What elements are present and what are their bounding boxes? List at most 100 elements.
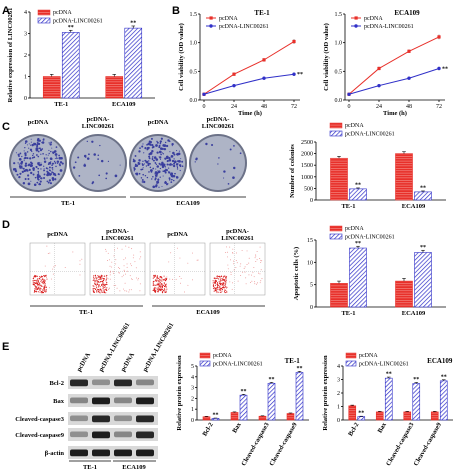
colony xyxy=(223,170,226,173)
event-dense xyxy=(38,288,40,290)
colony xyxy=(151,158,154,161)
legend-swatch-linc xyxy=(199,360,211,367)
event-dense xyxy=(152,284,154,286)
event-dense xyxy=(164,289,166,291)
x-tick-label: ECA109 xyxy=(112,101,136,108)
colony xyxy=(144,159,147,162)
event-sparse xyxy=(81,258,83,260)
event-dense xyxy=(40,285,43,287)
colony xyxy=(229,148,232,151)
event-dense xyxy=(165,286,167,288)
event-dense xyxy=(220,282,222,284)
event-dense xyxy=(162,291,164,293)
bar-linc xyxy=(384,377,393,421)
x-tick-label: TE-1 xyxy=(54,101,68,108)
blot-strip xyxy=(68,428,158,441)
event-dense xyxy=(212,282,214,284)
event-dense xyxy=(93,278,95,280)
event-dense xyxy=(219,287,221,289)
event-dense xyxy=(215,289,217,291)
colony xyxy=(52,169,54,171)
colony xyxy=(52,172,54,174)
event-dense xyxy=(219,276,221,278)
event-sparse xyxy=(107,278,109,280)
event-sparse xyxy=(137,277,139,279)
blot-row-label: Bcl-2 xyxy=(50,380,64,387)
y-tick-label: 0 xyxy=(310,198,313,204)
event-dense xyxy=(225,282,227,284)
y-tick-label: 1 xyxy=(191,407,194,413)
colony xyxy=(173,179,175,182)
y-axis-label: Relative protein expression xyxy=(322,355,329,431)
event-dense xyxy=(214,282,216,284)
colony xyxy=(173,162,175,165)
event-dense xyxy=(158,283,160,285)
colony xyxy=(163,170,166,172)
event-dense xyxy=(156,276,158,278)
x-tick-label: 72 xyxy=(291,104,297,110)
colony xyxy=(114,174,118,178)
bar-linc xyxy=(239,394,248,421)
event-sparse xyxy=(236,262,238,264)
colony xyxy=(27,178,30,181)
event-dense xyxy=(154,275,156,277)
y-tick-label: 3 xyxy=(337,378,340,384)
event-sparse xyxy=(118,272,120,274)
flow-label: pcDNA- xyxy=(106,228,129,235)
event-dense xyxy=(154,288,156,290)
event-sparse xyxy=(232,263,234,265)
colony xyxy=(154,178,157,181)
y-tick-label: 0.5 xyxy=(190,69,198,75)
event-dense xyxy=(36,279,38,281)
colony xyxy=(24,156,27,160)
event-dense xyxy=(160,290,162,292)
event-sparse xyxy=(126,290,128,292)
event-dense xyxy=(96,291,98,293)
event-dense xyxy=(35,280,37,282)
event-dense xyxy=(37,285,39,287)
event-dense xyxy=(217,284,219,286)
colony xyxy=(33,183,37,186)
event-sparse xyxy=(242,271,244,273)
colony xyxy=(30,138,32,140)
event-sparse xyxy=(126,263,128,265)
bar-linc xyxy=(357,416,366,421)
event-dense xyxy=(36,288,39,290)
colony xyxy=(134,163,137,166)
event-dense xyxy=(154,287,156,289)
bar-pcdna xyxy=(430,411,439,421)
colony xyxy=(19,152,22,155)
event-sparse xyxy=(109,278,111,280)
colony xyxy=(39,180,42,183)
point-linc xyxy=(262,76,266,80)
event-dense xyxy=(214,277,216,280)
colony xyxy=(13,162,16,165)
colony xyxy=(37,155,40,158)
colony xyxy=(97,158,99,160)
legend-swatch-pcdna xyxy=(329,225,343,232)
event-sparse xyxy=(251,280,253,282)
event-sparse xyxy=(196,259,198,261)
y-tick-label: 0.0 xyxy=(335,98,343,104)
event-dense xyxy=(43,275,45,277)
blot-band xyxy=(70,431,88,438)
bar-pcdna xyxy=(286,413,295,421)
event-dense xyxy=(161,283,163,286)
event-dense xyxy=(44,284,46,286)
event-dense xyxy=(215,284,217,286)
event-sparse xyxy=(118,266,119,268)
event-dense xyxy=(94,280,96,282)
event-dense xyxy=(223,275,225,277)
legend-label-linc: pcDNA-LINC00261 xyxy=(53,19,103,25)
y-tick-label: 15 xyxy=(307,238,313,244)
colony xyxy=(138,159,140,161)
event-dense xyxy=(32,281,34,283)
event-sparse xyxy=(114,249,116,251)
colony xyxy=(157,178,160,180)
event-dense xyxy=(165,290,167,292)
event-sparse xyxy=(123,259,125,261)
event-dense xyxy=(222,279,224,281)
colony xyxy=(29,144,32,146)
colony xyxy=(40,177,43,180)
